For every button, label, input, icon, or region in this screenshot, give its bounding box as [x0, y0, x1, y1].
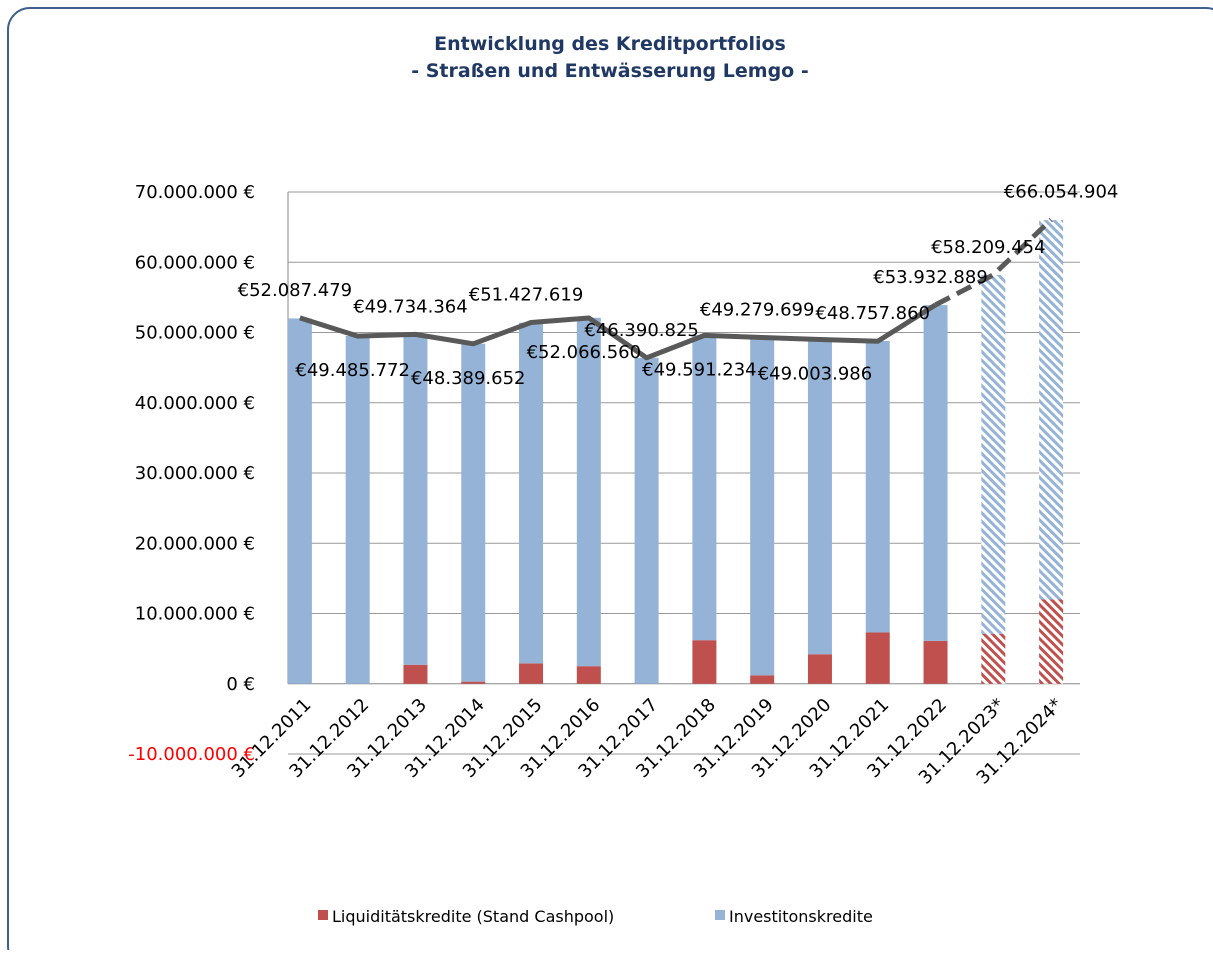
legend-label: Investitonskredite: [729, 907, 873, 926]
y-tick-label: 40.000.000 €: [135, 393, 255, 414]
bar: [865, 632, 890, 684]
bar: [807, 339, 832, 655]
bar: [1039, 220, 1064, 600]
bar: [692, 335, 717, 641]
data-label: €46.390.825: [584, 320, 699, 341]
bar: [519, 322, 544, 664]
y-tick-label: 20.000.000 €: [135, 533, 255, 554]
data-label: €49.591.234: [642, 359, 757, 380]
y-tick-label: -10.000.000 €: [128, 744, 255, 765]
data-label: €52.087.479: [238, 280, 353, 301]
chart-subtitle: - Straßen und Entwässerung Lemgo -: [411, 60, 808, 82]
bar: [807, 654, 832, 684]
bar: [692, 640, 717, 684]
data-label: €49.003.986: [758, 363, 873, 384]
bar: [345, 336, 370, 684]
bar: [750, 675, 775, 684]
y-tick-label: 30.000.000 €: [135, 463, 255, 484]
y-tick-label: 0 €: [226, 674, 255, 695]
bar: [576, 666, 601, 684]
bar: [576, 317, 601, 667]
bar: [981, 633, 1006, 684]
data-label: €49.279.699: [700, 300, 815, 321]
bar: [923, 640, 948, 684]
bar: [287, 318, 312, 684]
bar: [634, 357, 659, 684]
bar: [865, 340, 890, 633]
bar: [461, 681, 486, 684]
y-tick-label: 60.000.000 €: [135, 252, 255, 273]
bar: [981, 274, 1006, 634]
data-label: €48.757.860: [815, 303, 930, 324]
bar: [403, 334, 428, 665]
data-label: €52.066.560: [527, 342, 642, 363]
data-label: €49.734.364: [353, 296, 468, 317]
bar: [403, 664, 428, 684]
data-label: €53.932.889: [873, 267, 988, 288]
y-tick-label: 70.000.000 €: [135, 182, 255, 203]
total-line: [299, 302, 937, 361]
chart-title: Entwicklung des Kreditportfolios: [434, 33, 786, 55]
data-label: €58.209.454: [931, 237, 1046, 258]
bar: [1039, 599, 1064, 684]
y-tick-label: 50.000.000 €: [135, 323, 255, 344]
bar: [923, 305, 948, 641]
legend-swatch: [715, 910, 725, 920]
bar: [461, 343, 486, 682]
data-label: €51.427.619: [469, 284, 584, 305]
y-tick-label: 10.000.000 €: [135, 604, 255, 625]
frame: [7, 7, 1213, 954]
legend-swatch: [318, 910, 328, 920]
bar: [750, 337, 775, 676]
data-label: €48.389.652: [411, 368, 526, 389]
legend-label: Liquiditätskredite (Stand Cashpool): [332, 907, 614, 926]
data-label: €49.485.772: [295, 360, 410, 381]
bar: [519, 663, 544, 684]
data-label: €66.054.904: [1004, 182, 1119, 203]
